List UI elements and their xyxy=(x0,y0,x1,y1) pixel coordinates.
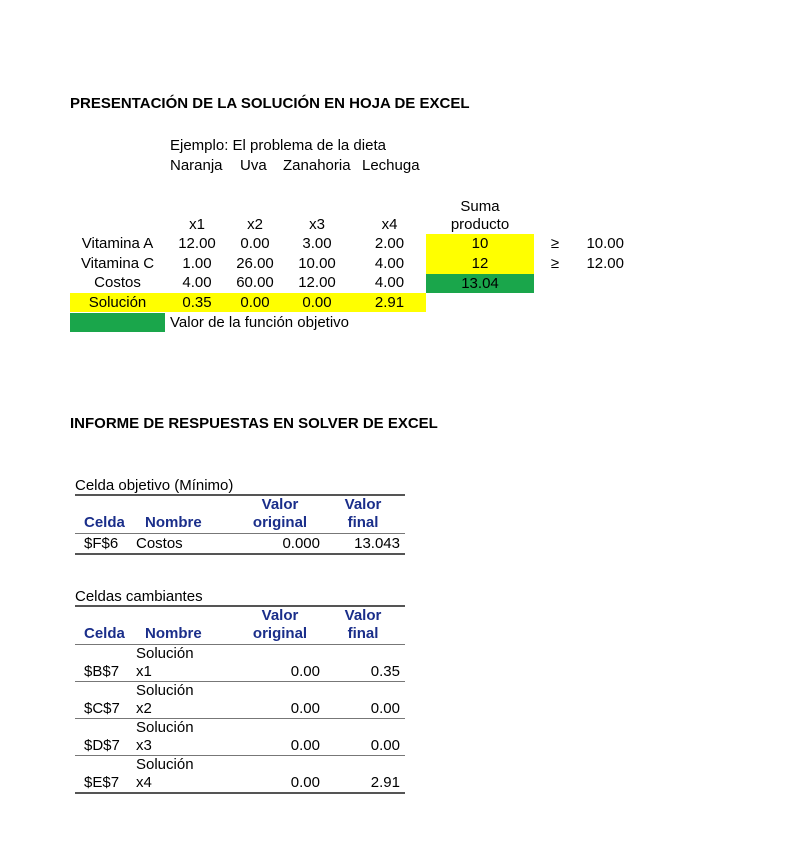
objective-bottom-rule xyxy=(75,553,405,555)
changing-row2-rule xyxy=(75,718,405,719)
cell-vitc-x1: 1.00 xyxy=(182,255,212,272)
chg-header-fin1: Valor xyxy=(344,607,382,624)
obj-row-celda: $F$6 xyxy=(84,535,119,552)
chg-row3-original: 0.00 xyxy=(290,737,320,754)
food-uva: Uva xyxy=(240,157,267,174)
cell-vita-x4: 2.00 xyxy=(374,235,405,252)
changing-bottom-rule xyxy=(75,792,405,794)
example-caption: Ejemplo: El problema de la dieta xyxy=(170,137,386,154)
chg-header-fin2: final xyxy=(347,625,379,642)
section2-title: INFORME DE RESPUESTAS EN SOLVER DE EXCEL xyxy=(70,415,438,432)
rhs-vitc: 12.00 xyxy=(586,255,624,272)
objective-top-rule xyxy=(75,494,405,496)
cell-vitc-x3: 10.00 xyxy=(298,255,336,272)
chg-row3-celda: $D$7 xyxy=(84,737,120,754)
chg-row2-original: 0.00 xyxy=(290,700,320,717)
chg-header-nombre: Nombre xyxy=(145,625,202,642)
food-zanahoria: Zanahoria xyxy=(283,157,351,174)
chg-row4-nombre2: x4 xyxy=(136,774,152,791)
legend-green-swatch xyxy=(70,313,165,332)
cell-sol-x3: 0.00 xyxy=(302,294,332,311)
changing-row3-rule xyxy=(75,755,405,756)
obj-header-nombre: Nombre xyxy=(145,514,202,531)
section1-title: PRESENTACIÓN DE LA SOLUCIÓN EN HOJA DE E… xyxy=(70,95,470,112)
cell-vitc-x4: 4.00 xyxy=(374,255,405,272)
row-label-vitamina-a: Vitamina A xyxy=(81,235,154,252)
chg-row2-celda: $C$7 xyxy=(84,700,120,717)
obj-header-fin1: Valor xyxy=(344,496,382,513)
row-label-costos: Costos xyxy=(94,274,141,291)
obj-row-nombre: Costos xyxy=(136,535,183,552)
cell-cost-x2: 60.00 xyxy=(236,274,274,291)
var-header-x4: x4 xyxy=(381,216,398,233)
chg-row1-original: 0.00 xyxy=(290,663,320,680)
suma-header-1: Suma xyxy=(460,198,500,215)
obj-header-celda: Celda xyxy=(84,514,125,531)
obj-header-orig2: original xyxy=(252,514,308,531)
var-header-x1: x1 xyxy=(189,216,205,233)
obj-row-final: 13.043 xyxy=(354,535,400,552)
chg-row4-nombre1: Solución xyxy=(136,756,194,773)
food-naranja: Naranja xyxy=(170,157,223,174)
var-header-x3: x3 xyxy=(309,216,325,233)
chg-row3-nombre1: Solución xyxy=(136,719,194,736)
changing-top-rule xyxy=(75,605,405,607)
rhs-vita: 10.00 xyxy=(586,235,624,252)
chg-row3-final: 0.00 xyxy=(370,737,400,754)
suma-vitc: 12 xyxy=(426,254,534,274)
chg-row1-nombre1: Solución xyxy=(136,645,194,662)
cell-vita-x2: 0.00 xyxy=(240,235,270,252)
chg-row1-nombre2: x1 xyxy=(136,663,152,680)
row-label-vitamina-c: Vitamina C xyxy=(80,255,155,272)
suma-vita: 10 xyxy=(426,234,534,254)
chg-header-orig2: original xyxy=(252,625,308,642)
objective-header-rule xyxy=(75,533,405,534)
changing-header-rule xyxy=(75,644,405,645)
cell-vita-x3: 3.00 xyxy=(302,235,332,252)
cell-sol-x4: 2.91 xyxy=(374,294,405,311)
chg-row2-final: 0.00 xyxy=(370,700,400,717)
objective-caption: Celda objetivo (Mínimo) xyxy=(75,477,234,494)
chg-row2-nombre1: Solución xyxy=(136,682,194,699)
row-label-solucion: Solución xyxy=(88,294,147,311)
var-header-x2: x2 xyxy=(247,216,263,233)
chg-row4-final: 2.91 xyxy=(370,774,400,791)
obj-header-orig1: Valor xyxy=(261,496,299,513)
cell-cost-x4: 4.00 xyxy=(374,274,405,291)
cell-sol-x2: 0.00 xyxy=(240,294,270,311)
chg-header-celda: Celda xyxy=(84,625,125,642)
changing-caption: Celdas cambiantes xyxy=(75,588,203,605)
legend-text: Valor de la función objetivo xyxy=(170,314,350,331)
op-vitc: ≥ xyxy=(550,255,560,272)
chg-row3-nombre2: x3 xyxy=(136,737,152,754)
food-lechuga: Lechuga xyxy=(362,157,420,174)
chg-row1-final: 0.35 xyxy=(370,663,400,680)
suma-costos: 13.04 xyxy=(426,274,534,293)
chg-row4-celda: $E$7 xyxy=(84,774,120,791)
op-vita: ≥ xyxy=(550,235,560,252)
suma-header-2: producto xyxy=(450,216,510,233)
cell-vita-x1: 12.00 xyxy=(178,235,216,252)
cell-cost-x3: 12.00 xyxy=(298,274,336,291)
solution-row-highlight xyxy=(70,293,426,312)
chg-row1-celda: $B$7 xyxy=(84,663,120,680)
cell-sol-x1: 0.35 xyxy=(182,294,212,311)
obj-header-fin2: final xyxy=(347,514,379,531)
cell-cost-x1: 4.00 xyxy=(182,274,212,291)
obj-row-original: 0.000 xyxy=(282,535,320,552)
cell-vitc-x2: 26.00 xyxy=(236,255,274,272)
chg-row4-original: 0.00 xyxy=(290,774,320,791)
chg-row2-nombre2: x2 xyxy=(136,700,152,717)
chg-header-orig1: Valor xyxy=(261,607,299,624)
changing-row1-rule xyxy=(75,681,405,682)
